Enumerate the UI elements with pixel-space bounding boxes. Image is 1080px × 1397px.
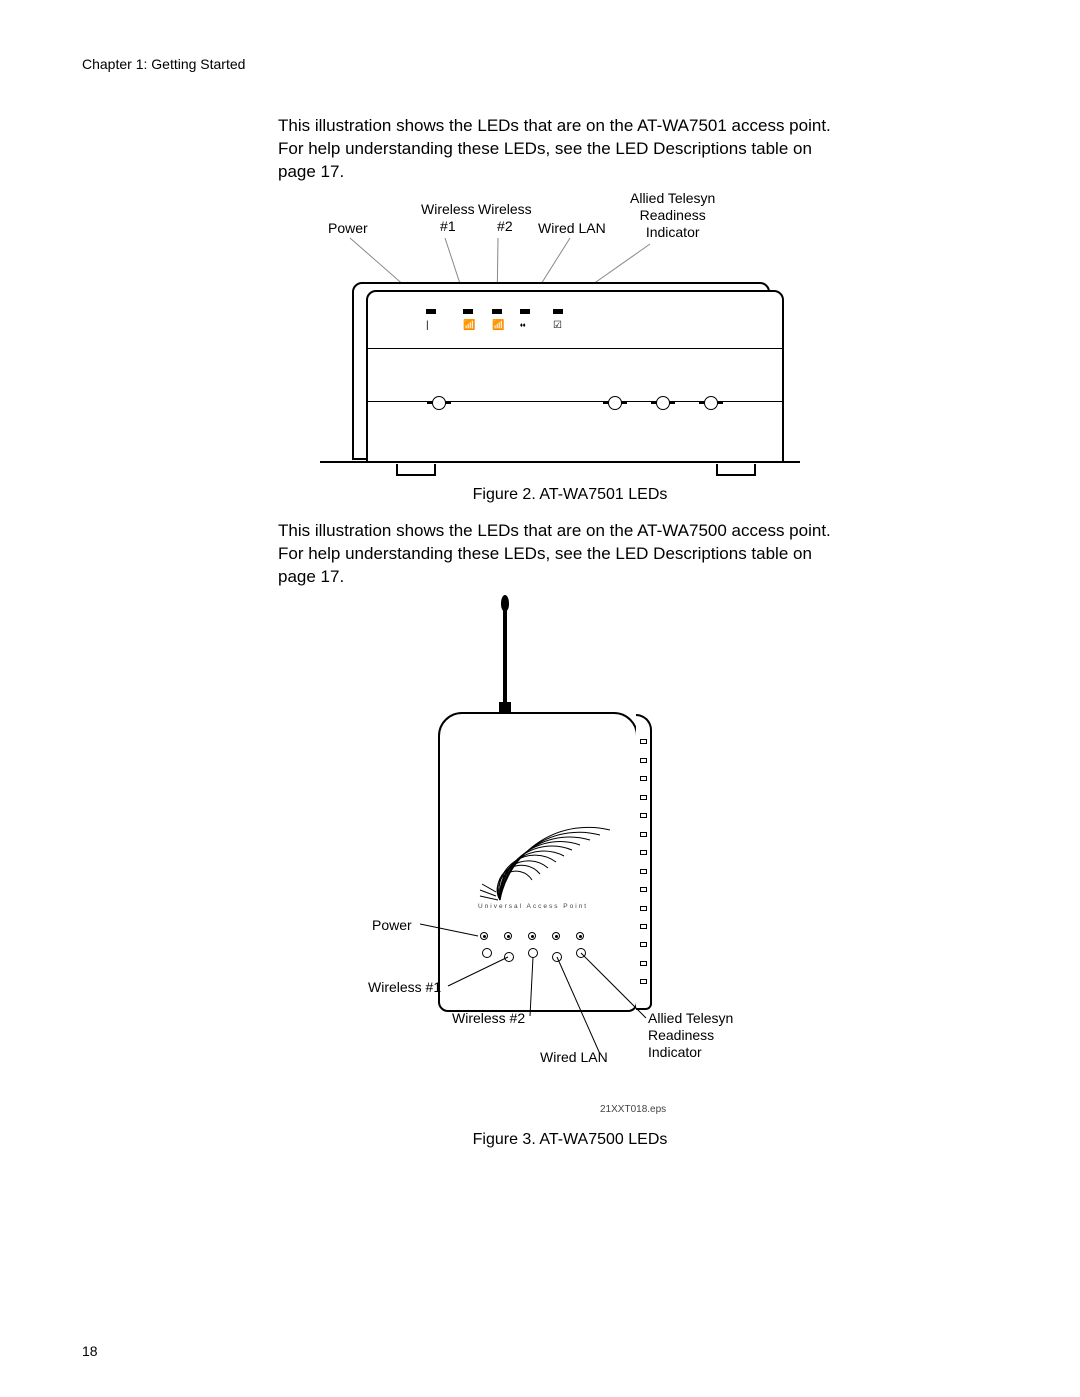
text: Allied Telesyn (648, 1010, 733, 1026)
fig1-foot-right (716, 464, 756, 476)
fig2-label-wiredlan: Wired LAN (540, 1049, 608, 1065)
fig1-icon-wiredlan: ⬪⬪ (520, 320, 526, 331)
fig1-icon-power: | (426, 320, 429, 331)
text: Readiness (648, 1027, 714, 1043)
fig1-knob (656, 396, 670, 410)
fig1-led-wireless1 (463, 309, 473, 314)
fig1-icon-wireless2: 📶 (492, 320, 504, 331)
figure-1-caption: Figure 2. AT-WA7501 LEDs (420, 486, 720, 504)
fig1-panel-divider (368, 348, 782, 349)
fig1-foot-left (396, 464, 436, 476)
fig1-led-wireless2 (492, 309, 502, 314)
page-header: Chapter 1: Getting Started (82, 56, 245, 72)
paragraph-2: This illustration shows the LEDs that ar… (278, 520, 850, 589)
fig2-label-ari: Allied Telesyn Readiness Indicator (648, 1010, 733, 1060)
fig1-knob (704, 396, 718, 410)
figure-2-caption: Figure 3. AT-WA7500 LEDs (420, 1131, 720, 1149)
text: Indicator (648, 1044, 702, 1060)
fig1-led-ari (553, 309, 563, 314)
fig1-device-front (366, 290, 784, 463)
fig1-baseline (320, 461, 800, 463)
fig1-knob (432, 396, 446, 410)
fig2-label-wireless2: Wireless #2 (452, 1010, 525, 1026)
fig1-icon-ari: ☑ (553, 320, 562, 331)
paragraph-1: This illustration shows the LEDs that ar… (278, 115, 850, 184)
fig2-eps-filename: 21XXT018.eps (600, 1104, 666, 1115)
fig2-label-wireless1: Wireless #1 (368, 979, 441, 995)
page-number: 18 (82, 1343, 98, 1359)
fig1-led-wiredlan (520, 309, 530, 314)
figure-1: Power Wireless #1 Wireless #2 Wired LAN … (320, 190, 800, 480)
fig2-label-power: Power (372, 917, 412, 933)
fig1-led-power (426, 309, 436, 314)
fig1-knob (608, 396, 622, 410)
fig1-icon-wireless1: 📶 (463, 320, 475, 331)
figure-2: Universal Access Point Power Wireless #1… (340, 590, 780, 1120)
